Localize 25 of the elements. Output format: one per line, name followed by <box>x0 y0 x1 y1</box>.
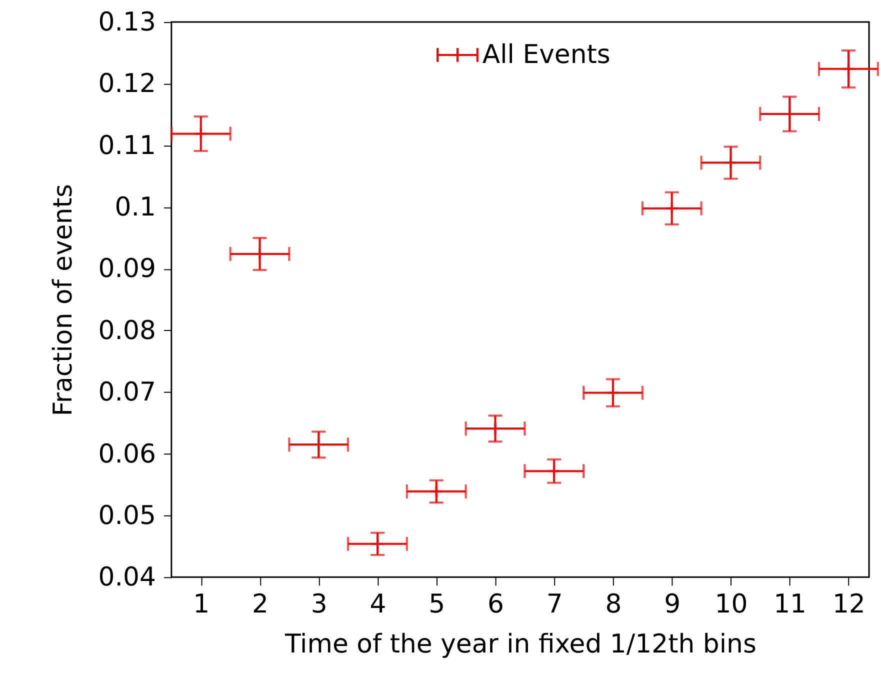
x-tick-label: 7 <box>546 590 563 620</box>
x-tick-label: 10 <box>714 590 748 620</box>
x-tick-label: 2 <box>252 590 268 620</box>
y-tick-label: 0.11 <box>98 130 156 161</box>
y-tick-label: 0.13 <box>98 8 156 38</box>
y-tick-label: 0.1 <box>114 192 156 223</box>
y-tick-label: 0.08 <box>98 316 156 346</box>
x-axis-title: Time of the year in fixed 1/12th bins <box>284 629 756 660</box>
y-tick-label: 0.04 <box>98 562 156 593</box>
x-tick-label: 8 <box>605 590 622 620</box>
y-tick-label: 0.12 <box>98 69 156 100</box>
y-tick-label: 0.09 <box>98 254 156 284</box>
y-tick-label: 0.06 <box>98 439 156 470</box>
x-tick-label: 9 <box>664 590 681 620</box>
x-tick-label: 11 <box>774 590 807 620</box>
y-tick-label: 0.05 <box>98 500 156 531</box>
x-tick-label: 3 <box>310 590 328 620</box>
y-tick-label: 0.07 <box>98 378 156 408</box>
y-axis-title: Fraction of events <box>48 184 78 416</box>
x-tick-label: 4 <box>370 590 386 620</box>
x-tick-label: 5 <box>428 590 446 620</box>
x-tick-label: 12 <box>832 590 866 620</box>
legend-label: All Events <box>482 40 610 70</box>
x-tick-label: 1 <box>193 590 210 620</box>
x-tick-label: 6 <box>487 590 504 620</box>
